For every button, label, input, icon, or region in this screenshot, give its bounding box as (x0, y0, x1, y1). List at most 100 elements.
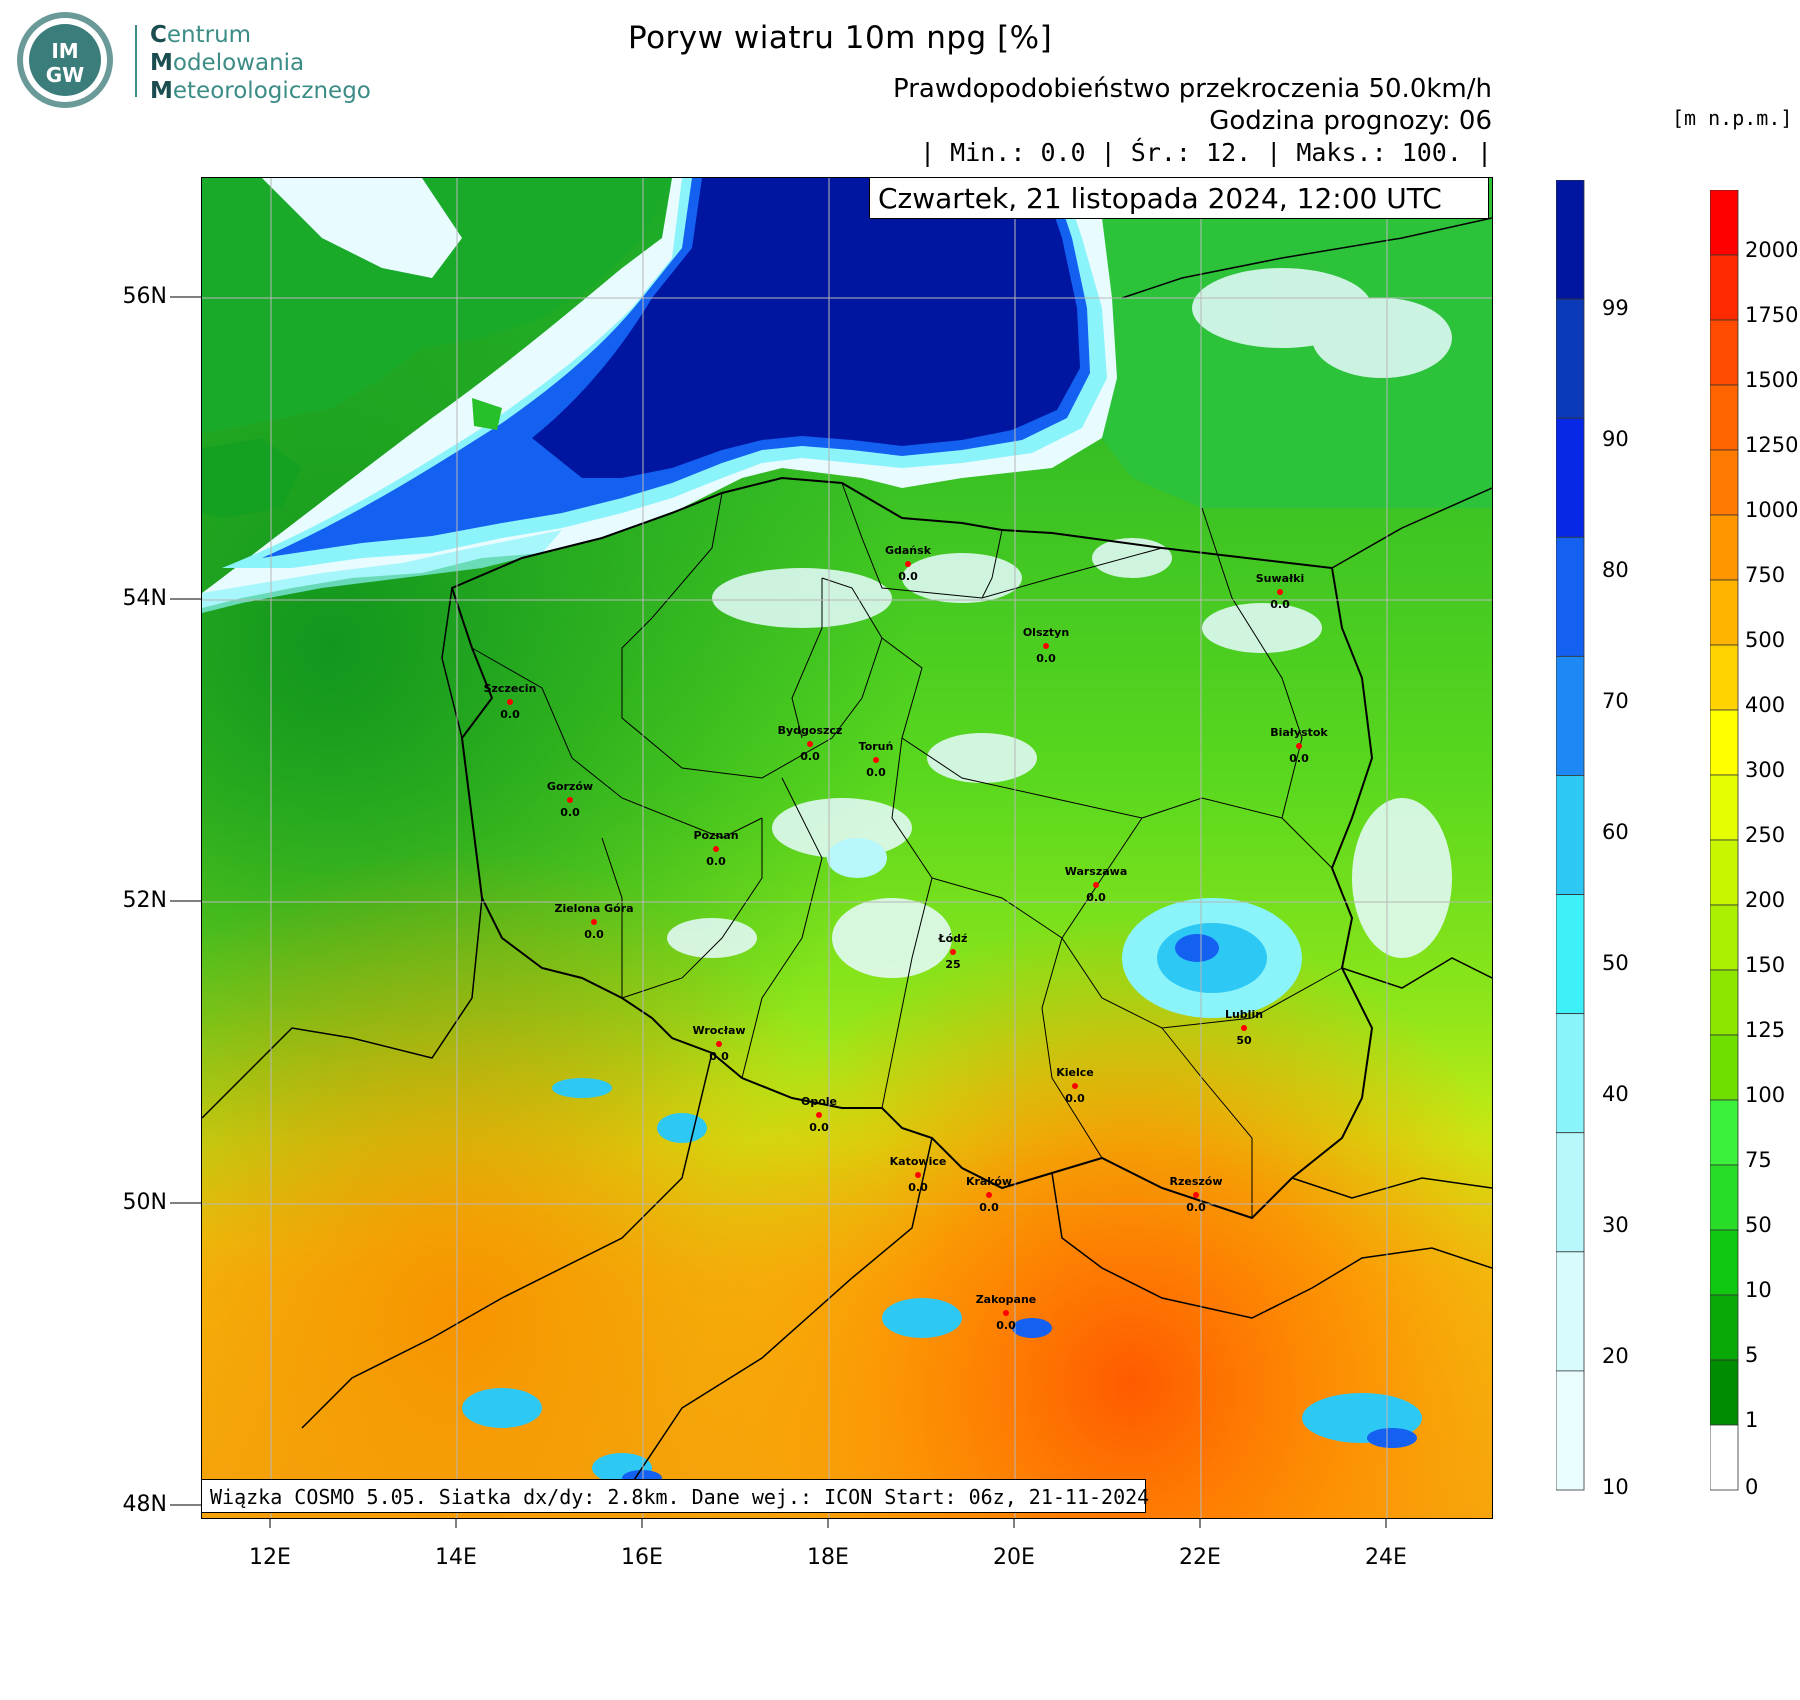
denmark-landmass (202, 438, 302, 518)
probability-color-swatch (1556, 775, 1585, 895)
elevation-tick-label: 1250 (1745, 433, 1799, 457)
city-dot-icon (1093, 882, 1099, 888)
city-marker-szczecin: Szczecin 0.0 (465, 682, 555, 721)
city-value: 0.0 (584, 928, 604, 941)
elevation-color-swatch (1710, 384, 1739, 451)
elevation-tick-label: 10 (1745, 1278, 1772, 1302)
city-name: Gorzów (546, 780, 594, 793)
city-dot-icon (1003, 1310, 1009, 1316)
elevation-color-swatch (1710, 254, 1739, 321)
forecast-map (202, 178, 1492, 1518)
voivodeship-boundaries (471, 482, 1343, 1218)
elevation-color-swatch (1710, 774, 1739, 841)
probability-tick-label: 60 (1602, 820, 1629, 844)
city-value: 0.0 (1086, 891, 1106, 904)
lon-label: 24E (1365, 1545, 1407, 1570)
city-dot-icon (1072, 1083, 1078, 1089)
city-value: 25 (945, 958, 961, 971)
elevation-tick-label: 400 (1745, 693, 1786, 717)
imgw-badge-icon: IM GW (17, 12, 113, 108)
elevation-color-swatch (1710, 1099, 1739, 1166)
city-value: 0.0 (1065, 1092, 1085, 1105)
elevation-colorbar (1710, 190, 1739, 1491)
city-name: Poznań (693, 829, 739, 842)
logo-line-3: Meteorologicznego (150, 78, 371, 104)
city-marker-zakopane: Zakopane 0.0 (961, 1293, 1051, 1332)
city-dot-icon (873, 757, 879, 763)
probability-tick-label: 10 (1602, 1475, 1629, 1499)
elevation-tick-label: 50 (1745, 1213, 1772, 1237)
city-marker-bialystok: Białystok 0.0 (1254, 726, 1344, 765)
city-name: Warszawa (1064, 865, 1128, 878)
bornholm-island (472, 398, 502, 430)
city-marker-wroclaw: Wrocław 0.0 (674, 1024, 764, 1063)
map-area: Gdańsk 0.0 Suwałki 0.0 Olsztyn 0.0 Szczecin… (201, 177, 1493, 1519)
city-value: 0.0 (500, 708, 520, 721)
elevation-color-swatch (1710, 644, 1739, 711)
baltic-sea-very-high-probability (532, 178, 1080, 478)
elevation-color-swatch (1710, 190, 1739, 256)
elevation-tick-label: 75 (1745, 1148, 1772, 1172)
city-marker-katowice: Katowice 0.0 (873, 1155, 963, 1194)
elevation-tick-label: 250 (1745, 823, 1786, 847)
probability-tick-label: 20 (1602, 1344, 1629, 1368)
map-subtitle-forecast-hour: Godzina prognozy: 06 (1209, 106, 1492, 136)
city-value: 0.0 (1186, 1201, 1206, 1214)
lon-label: 22E (1179, 1545, 1221, 1570)
city-dot-icon (807, 741, 813, 747)
city-value: 0.0 (706, 855, 726, 868)
elevation-color-swatch (1710, 1359, 1739, 1426)
city-value: 0.0 (560, 806, 580, 819)
elevation-color-swatch (1710, 319, 1739, 386)
city-dot-icon (986, 1192, 992, 1198)
probability-color-swatch (1556, 417, 1585, 538)
map-subtitle-threshold: Prawdopodobieństwo przekroczenia 50.0km/… (893, 74, 1492, 104)
city-dot-icon (1193, 1192, 1199, 1198)
city-name: Zielona Góra (554, 902, 634, 915)
city-value: 0.0 (809, 1121, 829, 1134)
probability-color-swatch (1556, 655, 1585, 776)
elevation-tick-label: 1500 (1745, 368, 1799, 392)
low-probability-patches (667, 268, 1452, 978)
elevation-color-swatch (1710, 839, 1739, 906)
lat-label: 48N (122, 1492, 167, 1517)
lodz-probability-zone (827, 838, 887, 878)
city-name: Zakopane (975, 1293, 1037, 1306)
city-name: Szczecin (483, 682, 537, 695)
city-name: Toruń (858, 740, 894, 753)
city-dot-icon (1296, 743, 1302, 749)
city-marker-torun: Toruń 0.0 (831, 740, 921, 779)
elevation-color-swatch (1710, 1229, 1739, 1296)
map-title: Poryw wiatru 10m npg [%] (628, 20, 1053, 56)
city-marker-krakow: Kraków 0.0 (944, 1175, 1034, 1214)
probability-tick-label: 99 (1602, 296, 1629, 320)
graticule (202, 178, 1492, 1518)
city-marker-lublin: Lublin 50 (1199, 1008, 1289, 1047)
city-name: Suwałki (1255, 572, 1305, 585)
elevation-tick-label: 1750 (1745, 303, 1799, 327)
probability-tick-label: 30 (1602, 1213, 1629, 1237)
elevation-tick-label: 150 (1745, 953, 1786, 977)
city-dot-icon (713, 846, 719, 852)
elevation-tick-label: 1 (1745, 1408, 1759, 1432)
city-marker-suwalki: Suwałki 0.0 (1235, 572, 1325, 611)
elevation-tick-label: 500 (1745, 628, 1786, 652)
city-marker-bydgoszcz: Bydgoszcz 0.0 (765, 724, 855, 763)
probability-tick-label: 70 (1602, 689, 1629, 713)
city-name: Wrocław (692, 1024, 746, 1037)
city-value: 0.0 (1289, 752, 1309, 765)
probability-color-swatch (1556, 298, 1585, 419)
city-name: Katowice (889, 1155, 947, 1168)
elevation-tick-label: 2000 (1745, 238, 1799, 262)
city-name: Olsztyn (1022, 626, 1070, 639)
city-marker-gorzow: Gorzów 0.0 (525, 780, 615, 819)
lublin-probability-peak (1175, 934, 1219, 962)
city-name: Bydgoszcz (777, 724, 843, 737)
elevation-color-swatch (1710, 1034, 1739, 1101)
elevation-tick-label: 750 (1745, 563, 1786, 587)
lon-label: 12E (249, 1545, 291, 1570)
probability-tick-label: 80 (1602, 558, 1629, 582)
probability-color-swatch (1556, 1370, 1585, 1491)
sweden-landmass (202, 178, 672, 433)
elevation-color-swatch (1710, 1294, 1739, 1361)
